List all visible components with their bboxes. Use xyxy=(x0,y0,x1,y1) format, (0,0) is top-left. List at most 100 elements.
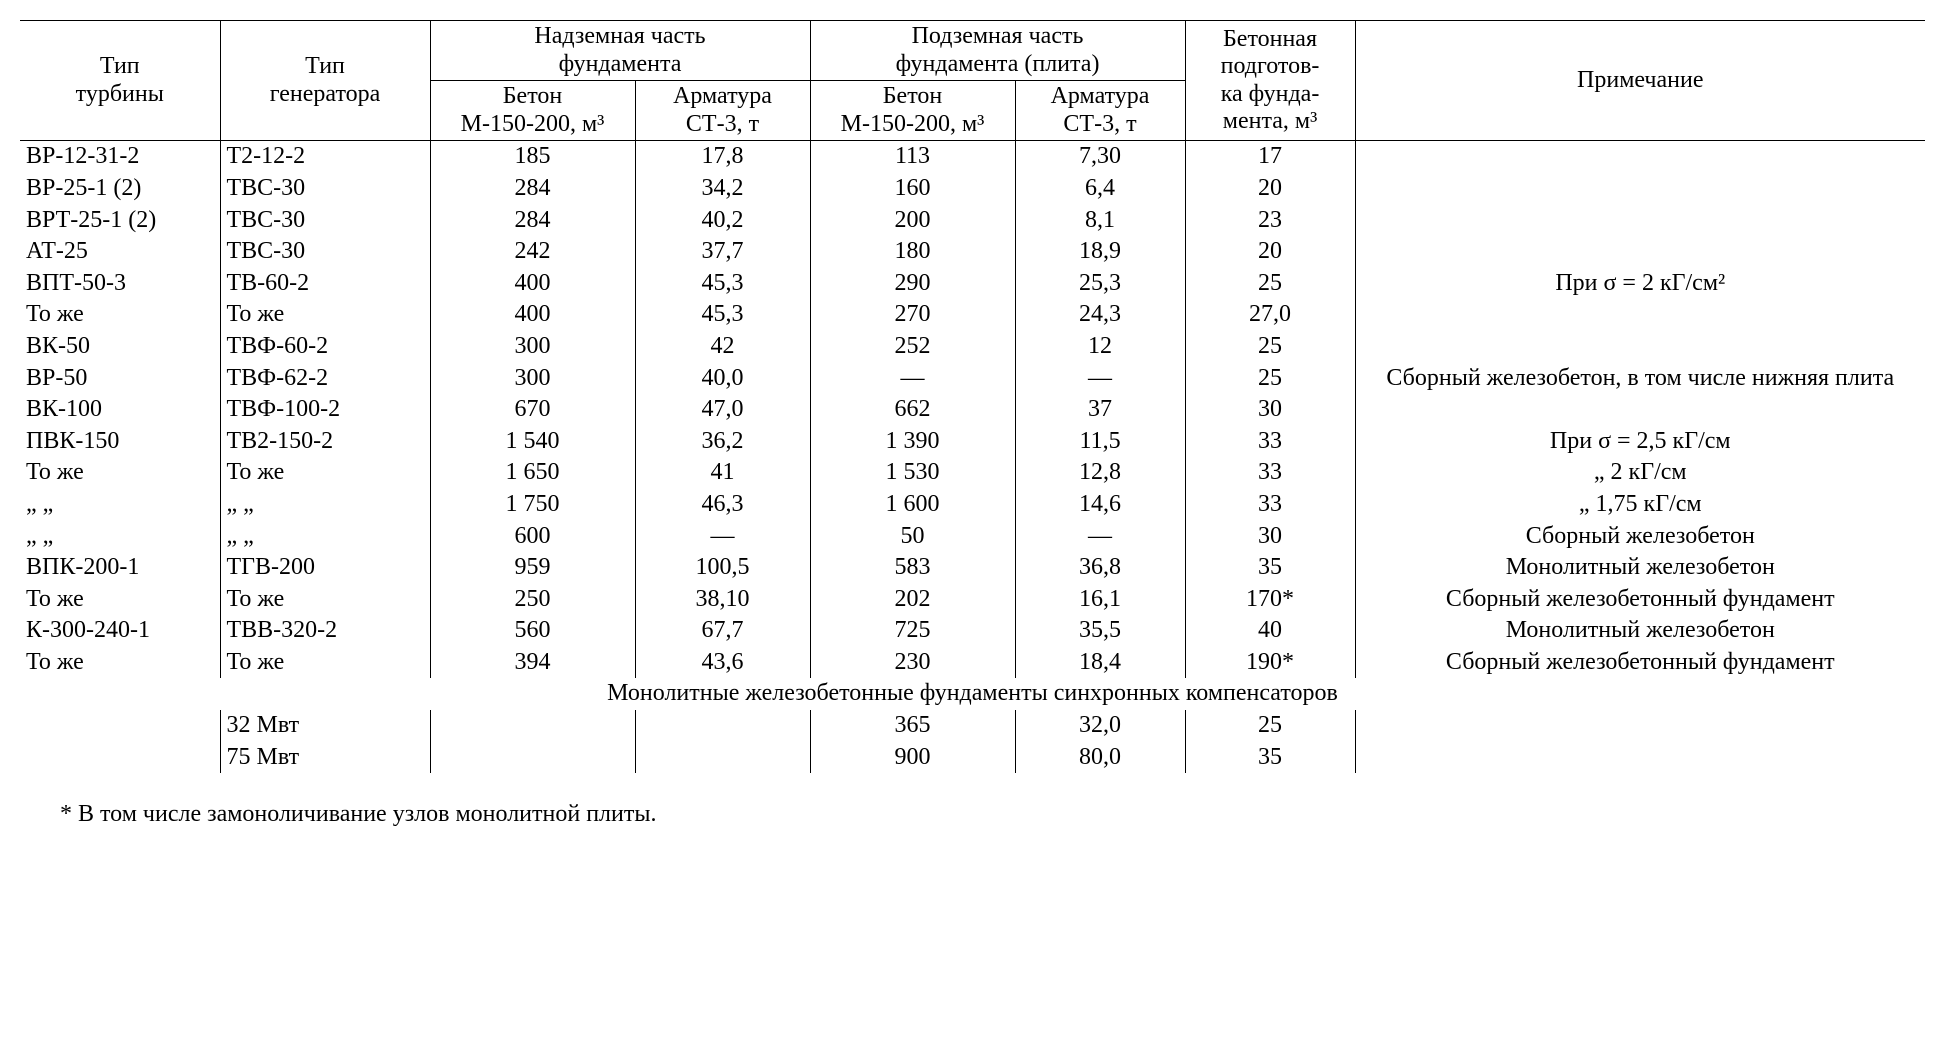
cell-ar: 40,0 xyxy=(635,363,810,395)
section-title-row: Монолитные железобетонные фундаменты син… xyxy=(20,678,1925,710)
cell-n: При σ = 2 кГ/см² xyxy=(1355,268,1925,300)
cell-t xyxy=(20,742,220,774)
cell-br: 12,8 xyxy=(1015,457,1185,489)
cell-n xyxy=(1355,742,1925,774)
cell-ac: 600 xyxy=(430,521,635,553)
cell-n: „ 1,75 кГ/см xyxy=(1355,489,1925,521)
table-row: ВК-100ТВФ-100-267047,06623730 xyxy=(20,394,1925,426)
cell-ac xyxy=(430,710,635,742)
cell-bc: 725 xyxy=(810,615,1015,647)
cell-t: ВР-12-31-2 xyxy=(20,141,220,173)
cell-br: 11,5 xyxy=(1015,426,1185,458)
table-row: ВРТ-25-1 (2)ТВС-3028440,22008,123 xyxy=(20,205,1925,237)
cell-ac: 670 xyxy=(430,394,635,426)
cell-p: 33 xyxy=(1185,489,1355,521)
cell-g: 75 Мвт xyxy=(220,742,430,774)
cell-br: 35,5 xyxy=(1015,615,1185,647)
cell-t: АТ-25 xyxy=(20,236,220,268)
cell-ac: 1 540 xyxy=(430,426,635,458)
cell-g: ТВ2-150-2 xyxy=(220,426,430,458)
cell-n: При σ = 2,5 кГ/см xyxy=(1355,426,1925,458)
cell-p: 27,0 xyxy=(1185,299,1355,331)
cell-n xyxy=(1355,299,1925,331)
cell-bc: 230 xyxy=(810,647,1015,679)
cell-bc: 50 xyxy=(810,521,1015,553)
cell-ac: 400 xyxy=(430,268,635,300)
col-above-concrete: БетонМ-150-200, м³ xyxy=(430,81,635,141)
cell-ac: 1 750 xyxy=(430,489,635,521)
cell-g: То же xyxy=(220,299,430,331)
col-preparation: Бетоннаяподготов-ка фунда-мента, м³ xyxy=(1185,21,1355,141)
cell-p: 190* xyxy=(1185,647,1355,679)
table-row: ВК-50ТВФ-60-2300422521225 xyxy=(20,331,1925,363)
cell-ar: 41 xyxy=(635,457,810,489)
cell-p: 23 xyxy=(1185,205,1355,237)
cell-g: ТВФ-62-2 xyxy=(220,363,430,395)
cell-g: ТВФ-100-2 xyxy=(220,394,430,426)
cell-ar: 40,2 xyxy=(635,205,810,237)
cell-t: К-300-240-1 xyxy=(20,615,220,647)
cell-t: ВК-50 xyxy=(20,331,220,363)
cell-t: ВР-25-1 (2) xyxy=(20,173,220,205)
cell-p: 25 xyxy=(1185,268,1355,300)
cell-t: ВР-50 xyxy=(20,363,220,395)
cell-br: 80,0 xyxy=(1015,742,1185,774)
table-row: „ „„ „600—50—30Сборный железобетон xyxy=(20,521,1925,553)
cell-ac: 300 xyxy=(430,331,635,363)
table-row: То жеТо же1 650411 53012,833„ 2 кГ/см xyxy=(20,457,1925,489)
colgroup-below: Подземная частьфундамента (плита) xyxy=(810,21,1185,81)
cell-br: 7,30 xyxy=(1015,141,1185,173)
cell-ar: 42 xyxy=(635,331,810,363)
cell-p: 35 xyxy=(1185,742,1355,774)
cell-g: Т2-12-2 xyxy=(220,141,430,173)
cell-ar: 17,8 xyxy=(635,141,810,173)
cell-ar: 67,7 xyxy=(635,615,810,647)
cell-bc: 252 xyxy=(810,331,1015,363)
cell-ac: 185 xyxy=(430,141,635,173)
table-row: ВР-12-31-2Т2-12-218517,81137,3017 xyxy=(20,141,1925,173)
cell-br: 12 xyxy=(1015,331,1185,363)
cell-n xyxy=(1355,394,1925,426)
cell-p: 33 xyxy=(1185,457,1355,489)
cell-ar: 43,6 xyxy=(635,647,810,679)
cell-ar: 34,2 xyxy=(635,173,810,205)
cell-p: 30 xyxy=(1185,394,1355,426)
cell-ac: 284 xyxy=(430,205,635,237)
cell-p: 17 xyxy=(1185,141,1355,173)
cell-t: ВПТ-50-3 xyxy=(20,268,220,300)
cell-n: Сборный железобетон, в том числе нижняя … xyxy=(1355,363,1925,395)
cell-bc: 365 xyxy=(810,710,1015,742)
cell-br: 14,6 xyxy=(1015,489,1185,521)
cell-g: 32 Мвт xyxy=(220,710,430,742)
cell-ac: 300 xyxy=(430,363,635,395)
table-row: ПВК-150ТВ2-150-21 54036,21 39011,533При … xyxy=(20,426,1925,458)
cell-t xyxy=(20,710,220,742)
cell-bc: 290 xyxy=(810,268,1015,300)
cell-ac: 250 xyxy=(430,584,635,616)
cell-bc: 662 xyxy=(810,394,1015,426)
cell-n xyxy=(1355,331,1925,363)
cell-ac xyxy=(430,742,635,774)
cell-p: 35 xyxy=(1185,552,1355,584)
cell-t: То же xyxy=(20,647,220,679)
table-body-main: ВР-12-31-2Т2-12-218517,81137,3017ВР-25-1… xyxy=(20,141,1925,679)
cell-p: 33 xyxy=(1185,426,1355,458)
table-body-compensators: 32 Мвт36532,02575 Мвт90080,035 xyxy=(20,710,1925,773)
cell-br: 25,3 xyxy=(1015,268,1185,300)
cell-g: ТВС-30 xyxy=(220,173,430,205)
cell-g: ТВВ-320-2 xyxy=(220,615,430,647)
cell-br: — xyxy=(1015,521,1185,553)
foundation-table: Типтурбины Типгенератора Надземная часть… xyxy=(20,20,1925,773)
cell-ar: 38,10 xyxy=(635,584,810,616)
cell-p: 20 xyxy=(1185,173,1355,205)
cell-bc: 1 530 xyxy=(810,457,1015,489)
cell-br: 16,1 xyxy=(1015,584,1185,616)
table-header: Типтурбины Типгенератора Надземная часть… xyxy=(20,21,1925,141)
cell-bc: 200 xyxy=(810,205,1015,237)
cell-bc: 270 xyxy=(810,299,1015,331)
table-row: 75 Мвт90080,035 xyxy=(20,742,1925,774)
cell-ac: 560 xyxy=(430,615,635,647)
table-row: К-300-240-1ТВВ-320-256067,772535,540Моно… xyxy=(20,615,1925,647)
cell-g: „ „ xyxy=(220,489,430,521)
cell-ar: — xyxy=(635,521,810,553)
